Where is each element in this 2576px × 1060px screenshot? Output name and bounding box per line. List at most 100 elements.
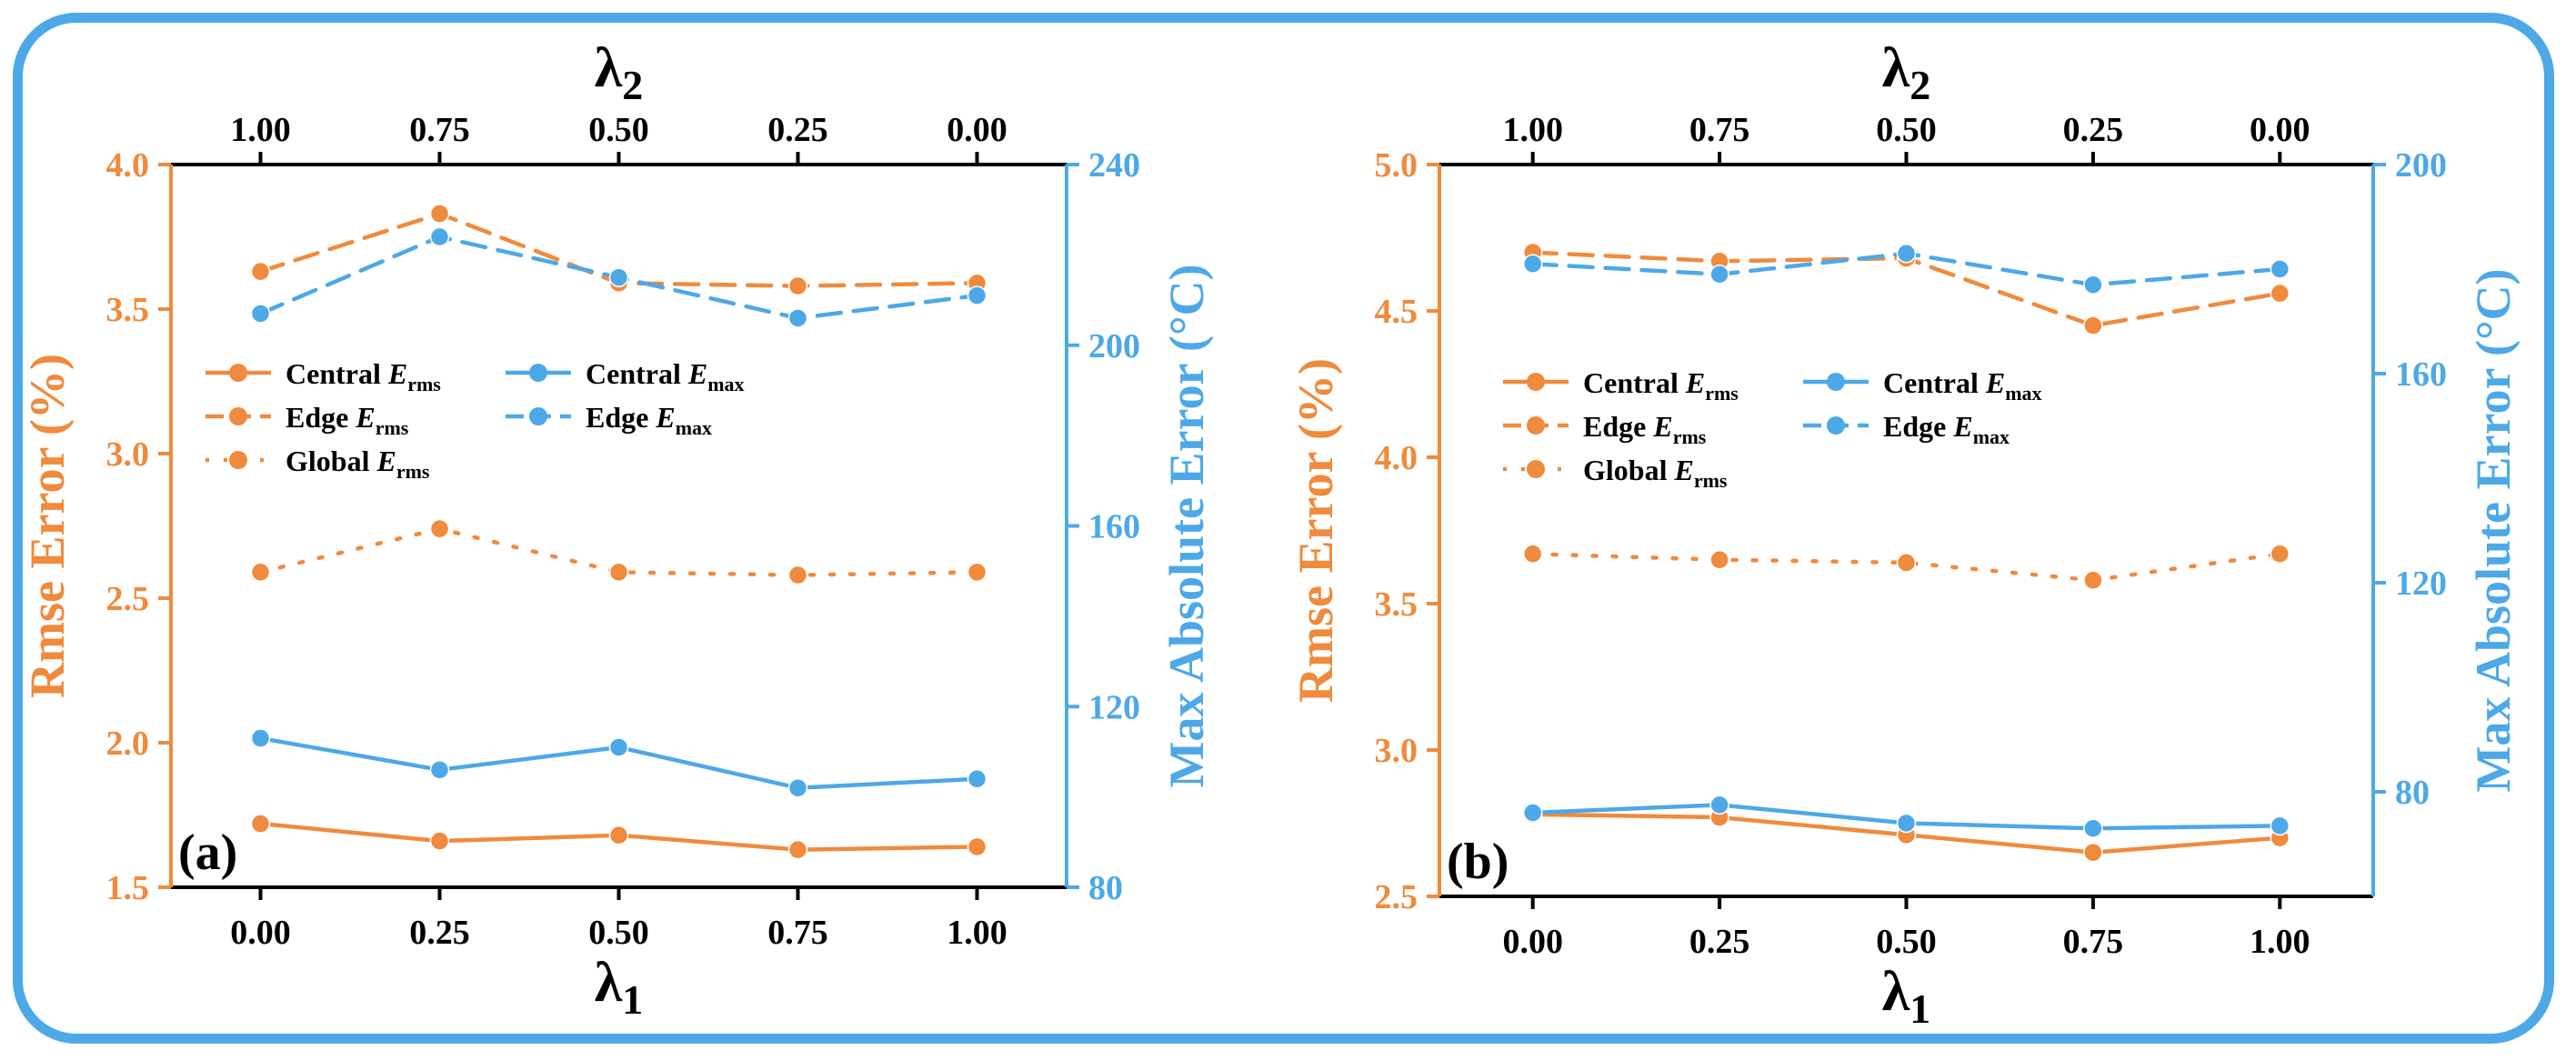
data-point xyxy=(967,836,987,857)
data-point xyxy=(608,825,629,845)
legend-swatch-marker xyxy=(1527,460,1545,478)
x-tick-label: 0.50 xyxy=(588,914,649,952)
top-tick-label: 0.25 xyxy=(767,111,828,149)
data-point xyxy=(1896,813,1917,834)
y-right-tick-label: 160 xyxy=(1088,508,1140,546)
y-right-tick-label: 200 xyxy=(2395,146,2447,185)
legend-label-symbol: E xyxy=(1673,454,1693,486)
data-point xyxy=(1522,254,1543,274)
data-point xyxy=(1709,265,1729,285)
data-point xyxy=(787,565,808,585)
top-tick-label: 0.50 xyxy=(1876,111,1937,149)
y-right-axis-title: Max Absolute Error (°C) xyxy=(1159,264,1214,787)
legend-label-symbol: E xyxy=(655,401,675,434)
legend-swatch-marker xyxy=(1827,416,1845,435)
y-left-tick-label: 2.5 xyxy=(1375,878,1418,916)
data-point xyxy=(2083,842,2103,863)
legend-label: Edge Erms xyxy=(1583,410,1707,448)
x-tick-label: 0.00 xyxy=(230,914,291,952)
legend-label-subscript: max xyxy=(707,373,744,395)
data-point xyxy=(1522,803,1543,823)
top-axis-title: λ2 xyxy=(1882,37,1930,108)
y-left-tick-label: 4.0 xyxy=(106,146,150,185)
legend-label-subscript: rms xyxy=(396,460,430,483)
data-point xyxy=(787,777,808,798)
data-point xyxy=(250,261,271,282)
legend-swatch-marker xyxy=(1527,373,1545,391)
y-left-tick-label: 4.5 xyxy=(1375,293,1418,331)
panel-label: (b) xyxy=(1447,834,1509,890)
data-point xyxy=(787,275,808,296)
data-point xyxy=(1896,244,1917,264)
y-right-axis-title: Max Absolute Error (°C) xyxy=(2466,268,2521,792)
data-point xyxy=(2270,259,2290,279)
data-point xyxy=(429,518,450,539)
data-point xyxy=(250,728,271,748)
legend-label-symbol: E xyxy=(355,401,375,434)
data-point xyxy=(2083,818,2103,838)
y-left-tick-label: 3.5 xyxy=(106,291,150,329)
y-left-tick-label: 5.0 xyxy=(1375,146,1418,185)
data-point xyxy=(1709,549,1729,570)
legend-label-symbol: E xyxy=(387,357,407,390)
series-line xyxy=(1530,552,2282,583)
y-left-axis-title: Rmse Error (%) xyxy=(20,354,75,698)
x-tick-label: 0.75 xyxy=(2063,923,2124,961)
legend-label-subscript: max xyxy=(676,416,712,439)
top-tick-label: 0.00 xyxy=(947,111,1007,149)
top-axis-title-subscript: 2 xyxy=(1909,62,1930,108)
series-line xyxy=(258,526,979,577)
data-point xyxy=(250,304,271,324)
x-tick-label: 0.25 xyxy=(1689,923,1750,961)
legend-label-subscript: rms xyxy=(1673,425,1707,448)
top-tick-label: 1.00 xyxy=(1502,111,1563,149)
legend-swatch-marker xyxy=(529,364,547,382)
legend-label-subscript: rms xyxy=(407,373,441,395)
legend-label-subscript: max xyxy=(1973,425,2010,448)
legend-label-symbol: E xyxy=(376,445,396,477)
data-point xyxy=(2083,275,2103,295)
x-axis-title: λ1 xyxy=(1882,961,1930,1032)
legend-label: Global Erms xyxy=(1583,454,1728,492)
y-right-tick-label: 240 xyxy=(1088,146,1140,185)
legend-label-symbol: E xyxy=(1952,410,1972,443)
x-tick-label: 0.50 xyxy=(1876,923,1937,961)
y-left-tick-label: 3.0 xyxy=(1375,732,1418,770)
top-tick-label: 0.75 xyxy=(1689,111,1750,149)
data-point xyxy=(250,562,271,583)
y-right-tick-label: 120 xyxy=(1088,688,1140,726)
y-right-tick-label: 160 xyxy=(2395,355,2447,394)
legend-swatch-marker xyxy=(229,407,247,425)
data-point xyxy=(1896,553,1917,573)
legend-label-subscript: rms xyxy=(376,416,409,439)
y-right-tick-label: 120 xyxy=(2395,565,2447,603)
data-point xyxy=(1522,544,1543,565)
x-tick-label: 0.00 xyxy=(1502,923,1563,961)
data-point xyxy=(2270,544,2290,565)
top-tick-label: 0.75 xyxy=(409,111,470,149)
data-point xyxy=(429,760,450,780)
legend-label: Global Erms xyxy=(286,445,430,483)
y-left-tick-label: 2.0 xyxy=(106,725,150,763)
legend-label-subscript: max xyxy=(2005,382,2041,405)
y-left-tick-label: 2.5 xyxy=(106,580,150,618)
data-point xyxy=(429,226,450,247)
x-tick-label: 1.00 xyxy=(947,914,1007,952)
legend-label-subscript: rms xyxy=(1694,469,1728,492)
data-point xyxy=(1709,795,1729,815)
data-point xyxy=(608,562,629,583)
legend-label-symbol: E xyxy=(1652,410,1672,443)
x-tick-label: 1.00 xyxy=(2250,923,2310,961)
data-point xyxy=(2270,283,2290,304)
chart-panel-b: 0.00 1.00 0.25 0.75 0.50 0.50 0.75 0.25 1.00 0.00… xyxy=(1288,37,2521,1032)
legend-swatch-marker xyxy=(529,407,547,425)
y-left-tick-label: 3.5 xyxy=(1375,585,1418,624)
y-right-tick-label: 80 xyxy=(1088,869,1123,907)
legend-label-symbol: E xyxy=(1985,366,2005,399)
data-point xyxy=(250,814,271,834)
legend-swatch-marker xyxy=(229,364,247,382)
legend-label: Central Emax xyxy=(1883,366,2042,405)
data-point xyxy=(787,308,808,328)
data-point xyxy=(608,737,629,757)
